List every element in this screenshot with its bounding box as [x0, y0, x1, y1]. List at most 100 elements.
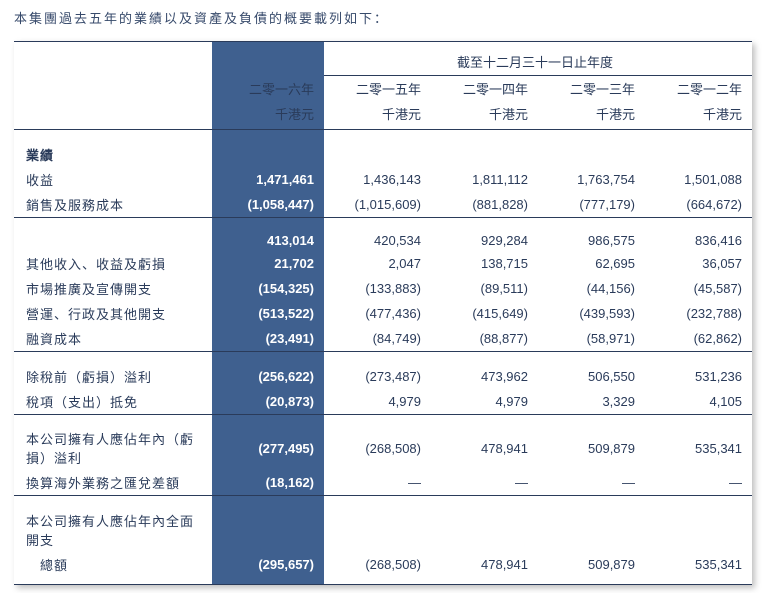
sp — [645, 130, 752, 142]
hdr-unit-1: 千港元 — [324, 101, 431, 130]
sp — [324, 217, 431, 229]
revenue-2: 1,811,112 — [431, 167, 538, 192]
marketing-4: (45,587) — [645, 276, 752, 301]
row-perf-label: 業績 — [14, 142, 212, 167]
c — [538, 142, 645, 167]
pbt-2: 473,962 — [431, 364, 538, 389]
tax-4: 4,105 — [645, 389, 752, 415]
row-cos-label: 銷售及服務成本 — [14, 192, 212, 218]
sp — [14, 352, 212, 364]
gross-3: 986,575 — [538, 229, 645, 251]
sp — [431, 130, 538, 142]
row-fx-label: 換算海外業務之匯兌差額 — [14, 470, 212, 496]
owners-4: 535,341 — [645, 426, 752, 470]
gross-1: 420,534 — [324, 229, 431, 251]
pbt-0: (256,622) — [212, 364, 324, 389]
sp — [14, 130, 212, 142]
sp — [538, 414, 645, 426]
sp — [14, 217, 212, 229]
hdr-blank — [14, 42, 212, 76]
hdr-cur-blank — [212, 42, 324, 76]
sp — [431, 352, 538, 364]
sp — [538, 217, 645, 229]
gross-2: 929,284 — [431, 229, 538, 251]
hdr-year-0: 二零一六年 — [212, 76, 324, 102]
sp — [14, 414, 212, 426]
c — [645, 508, 752, 552]
sp — [212, 496, 324, 508]
sp — [324, 130, 431, 142]
c — [324, 508, 431, 552]
finance-4: (62,862) — [645, 326, 752, 352]
marketing-2: (89,511) — [431, 276, 538, 301]
c — [431, 142, 538, 167]
c — [645, 142, 752, 167]
row-owners-label: 本公司擁有人應佔年內（虧損）溢利 — [14, 426, 212, 470]
cos-4: (664,672) — [645, 192, 752, 218]
tax-1: 4,979 — [324, 389, 431, 415]
admin-1: (477,436) — [324, 301, 431, 326]
hdr-year-3: 二零一三年 — [538, 76, 645, 102]
finance-3: (58,971) — [538, 326, 645, 352]
revenue-3: 1,763,754 — [538, 167, 645, 192]
sp — [645, 496, 752, 508]
financial-summary-table-wrap: 截至十二月三十一日止年度 二零一六年 二零一五年 二零一四年 二零一三年 二零一… — [14, 41, 752, 585]
other-income-2: 138,715 — [431, 251, 538, 276]
gross-4: 836,416 — [645, 229, 752, 251]
admin-0: (513,522) — [212, 301, 324, 326]
hdr-unit-3: 千港元 — [538, 101, 645, 130]
admin-4: (232,788) — [645, 301, 752, 326]
finance-0: (23,491) — [212, 326, 324, 352]
cos-2: (881,828) — [431, 192, 538, 218]
c — [431, 508, 538, 552]
row-gross-blank — [14, 229, 212, 251]
row-total-label-l1: 本公司擁有人應佔年內全面開支 — [14, 508, 212, 552]
marketing-3: (44,156) — [538, 276, 645, 301]
cos-3: (777,179) — [538, 192, 645, 218]
cos-0: (1,058,447) — [212, 192, 324, 218]
c — [212, 142, 324, 167]
total-4: 535,341 — [645, 552, 752, 584]
pbt-4: 531,236 — [645, 364, 752, 389]
admin-3: (439,593) — [538, 301, 645, 326]
hdr-year-4: 二零一二年 — [645, 76, 752, 102]
hdr-unit-2: 千港元 — [431, 101, 538, 130]
fx-3: — — [538, 470, 645, 496]
other-income-1: 2,047 — [324, 251, 431, 276]
sp — [212, 130, 324, 142]
hdr-blank2 — [14, 76, 212, 102]
total-1: (268,508) — [324, 552, 431, 584]
hdr-year-1: 二零一五年 — [324, 76, 431, 102]
revenue-0: 1,471,461 — [212, 167, 324, 192]
c — [324, 142, 431, 167]
row-tax-label: 稅項（支出）抵免 — [14, 389, 212, 415]
sp — [431, 414, 538, 426]
fx-2: — — [431, 470, 538, 496]
gross-0: 413,014 — [212, 229, 324, 251]
revenue-1: 1,436,143 — [324, 167, 431, 192]
owners-3: 509,879 — [538, 426, 645, 470]
row-finance-label: 融資成本 — [14, 326, 212, 352]
other-income-4: 36,057 — [645, 251, 752, 276]
marketing-1: (133,883) — [324, 276, 431, 301]
total-0: (295,657) — [212, 552, 324, 584]
row-marketing-label: 市場推廣及宣傳開支 — [14, 276, 212, 301]
cos-1: (1,015,609) — [324, 192, 431, 218]
pbt-3: 506,550 — [538, 364, 645, 389]
c — [212, 508, 324, 552]
sp — [431, 496, 538, 508]
total-3: 509,879 — [538, 552, 645, 584]
tax-0: (20,873) — [212, 389, 324, 415]
row-revenue-label: 收益 — [14, 167, 212, 192]
sp — [431, 217, 538, 229]
c — [538, 508, 645, 552]
hdr-period-span: 截至十二月三十一日止年度 — [324, 42, 752, 76]
intro-text: 本集團過去五年的業績以及資產及負債的概要載列如下： — [14, 8, 752, 27]
sp — [538, 352, 645, 364]
hdr-unit-4: 千港元 — [645, 101, 752, 130]
finance-2: (88,877) — [431, 326, 538, 352]
row-admin-label: 營運、行政及其他開支 — [14, 301, 212, 326]
row-pbt-label: 除稅前（虧損）溢利 — [14, 364, 212, 389]
sp — [212, 414, 324, 426]
row-total-label-l2: 總額 — [14, 552, 212, 584]
